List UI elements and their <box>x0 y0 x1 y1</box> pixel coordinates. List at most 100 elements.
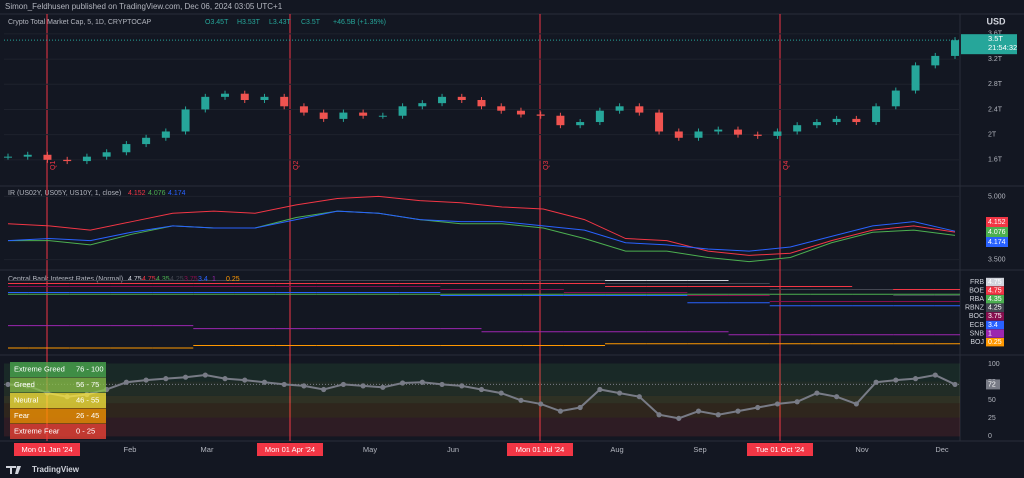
y-tick-label: 2T <box>988 131 997 138</box>
candle <box>280 96 289 107</box>
sentiment-dot <box>695 408 702 414</box>
zone-cell <box>10 377 72 393</box>
yield-legend-value: 4.076 <box>148 190 166 197</box>
sentiment-dot <box>617 390 623 396</box>
bank-name: ECB <box>970 322 985 329</box>
zone-name: Extreme Greed <box>14 364 65 373</box>
candle <box>655 112 664 132</box>
quarter-label: Q4 <box>783 161 790 170</box>
candle <box>299 106 308 113</box>
sentiment-dot <box>123 379 129 385</box>
sentiment-dot <box>380 384 386 390</box>
zone-name: Fear <box>14 411 30 420</box>
sentiment-dot <box>834 394 840 400</box>
yield-last-box <box>986 227 1008 237</box>
zone-range: 26 - 45 <box>76 411 99 420</box>
time-label: Mar <box>201 445 214 454</box>
rates-title: Central Bank Interest Rates (Normal) <box>8 276 123 283</box>
y-tick-label: 5.000 <box>988 193 1006 200</box>
candle <box>714 129 723 132</box>
sentiment-dot <box>814 390 820 396</box>
bank-rate-box <box>986 329 1004 338</box>
ohlc-value: O3.45T <box>205 19 229 26</box>
candle <box>832 118 841 123</box>
candle <box>595 110 604 123</box>
y-tick-label: 25 <box>988 415 996 422</box>
sentiment-dot <box>182 374 189 380</box>
zone-cell <box>10 362 72 377</box>
last-price: 3.5T <box>988 34 1003 43</box>
candle <box>911 65 920 91</box>
zone-band <box>4 395 960 404</box>
zone-cell <box>72 377 106 393</box>
zone-cell <box>10 424 72 439</box>
candle <box>438 96 447 104</box>
sentiment-last: 72 <box>988 381 996 388</box>
time-label: Nov <box>855 445 869 454</box>
candle <box>161 131 170 138</box>
countdown: 21:54:32 <box>988 43 1017 52</box>
candle <box>674 131 683 138</box>
zone-cell <box>10 408 72 424</box>
sentiment-dot <box>794 399 800 405</box>
ohlc-value: +46.5B (+1.35%) <box>333 19 386 26</box>
sentiment-dot <box>498 390 504 396</box>
time-label: Jun <box>447 445 459 454</box>
footer-brand: TradingView <box>32 465 80 474</box>
last-price-box <box>961 34 1017 55</box>
sentiment-dot <box>143 377 149 383</box>
y-tick-label: 50 <box>988 397 996 404</box>
bank-name: BOE <box>969 287 984 294</box>
sentiment-dot <box>597 386 603 393</box>
sentiment-dot <box>281 381 287 388</box>
time-label: Mon 01 Jul '24 <box>516 445 565 454</box>
candle <box>773 131 782 136</box>
candle <box>891 90 900 107</box>
bank-rate-box <box>986 277 1004 287</box>
time-label: Dec <box>935 445 949 454</box>
time-label: Feb <box>124 445 137 454</box>
sentiment-dot <box>932 372 938 378</box>
bank-name: RBA <box>970 296 985 303</box>
yield-title: IR (US02Y, US05Y, US10Y, 1, close) <box>8 190 121 197</box>
zone-name: Extreme Fear <box>14 426 60 435</box>
candle <box>359 112 368 116</box>
zone-cell <box>10 393 72 408</box>
time-label: Sep <box>693 445 706 454</box>
bank-rate: 4.35 <box>988 296 1002 303</box>
rate-legend-value: 4.35 <box>156 276 170 283</box>
rate-legend-value: 3.4 <box>198 276 208 283</box>
sentiment-dot <box>321 386 327 393</box>
bank-name: SNB <box>970 330 985 337</box>
time-label: Mon 01 Jan '24 <box>21 445 72 454</box>
y-tick-label: 2.8T <box>988 81 1003 88</box>
candle <box>181 109 190 132</box>
sentiment-dot <box>656 412 662 418</box>
sentiment-dot <box>419 379 425 385</box>
sentiment-dot <box>853 401 859 407</box>
zone-range: 0 - 25 <box>76 426 95 435</box>
zone-band <box>4 363 960 382</box>
candle <box>319 112 328 119</box>
rate-legend-value: 1 <box>212 276 216 283</box>
candle <box>378 115 387 117</box>
quarter-label: Q3 <box>543 161 550 170</box>
candle <box>82 156 91 162</box>
sentiment-last-box <box>986 379 1000 390</box>
candle <box>4 156 12 158</box>
brand-logo <box>6 466 21 474</box>
time-label-box <box>747 443 813 456</box>
candle <box>852 118 861 123</box>
time-label-box <box>14 443 80 456</box>
yield-last-label: 4.152 <box>988 219 1006 226</box>
sentiment-dot <box>261 379 268 385</box>
candle <box>951 40 959 56</box>
candle <box>43 154 52 160</box>
bank-rate-box <box>986 295 1004 304</box>
candle <box>418 103 427 107</box>
candle <box>398 106 407 116</box>
sentiment-dot <box>636 394 642 400</box>
candle <box>23 154 32 157</box>
bank-name: FRB <box>970 279 984 286</box>
